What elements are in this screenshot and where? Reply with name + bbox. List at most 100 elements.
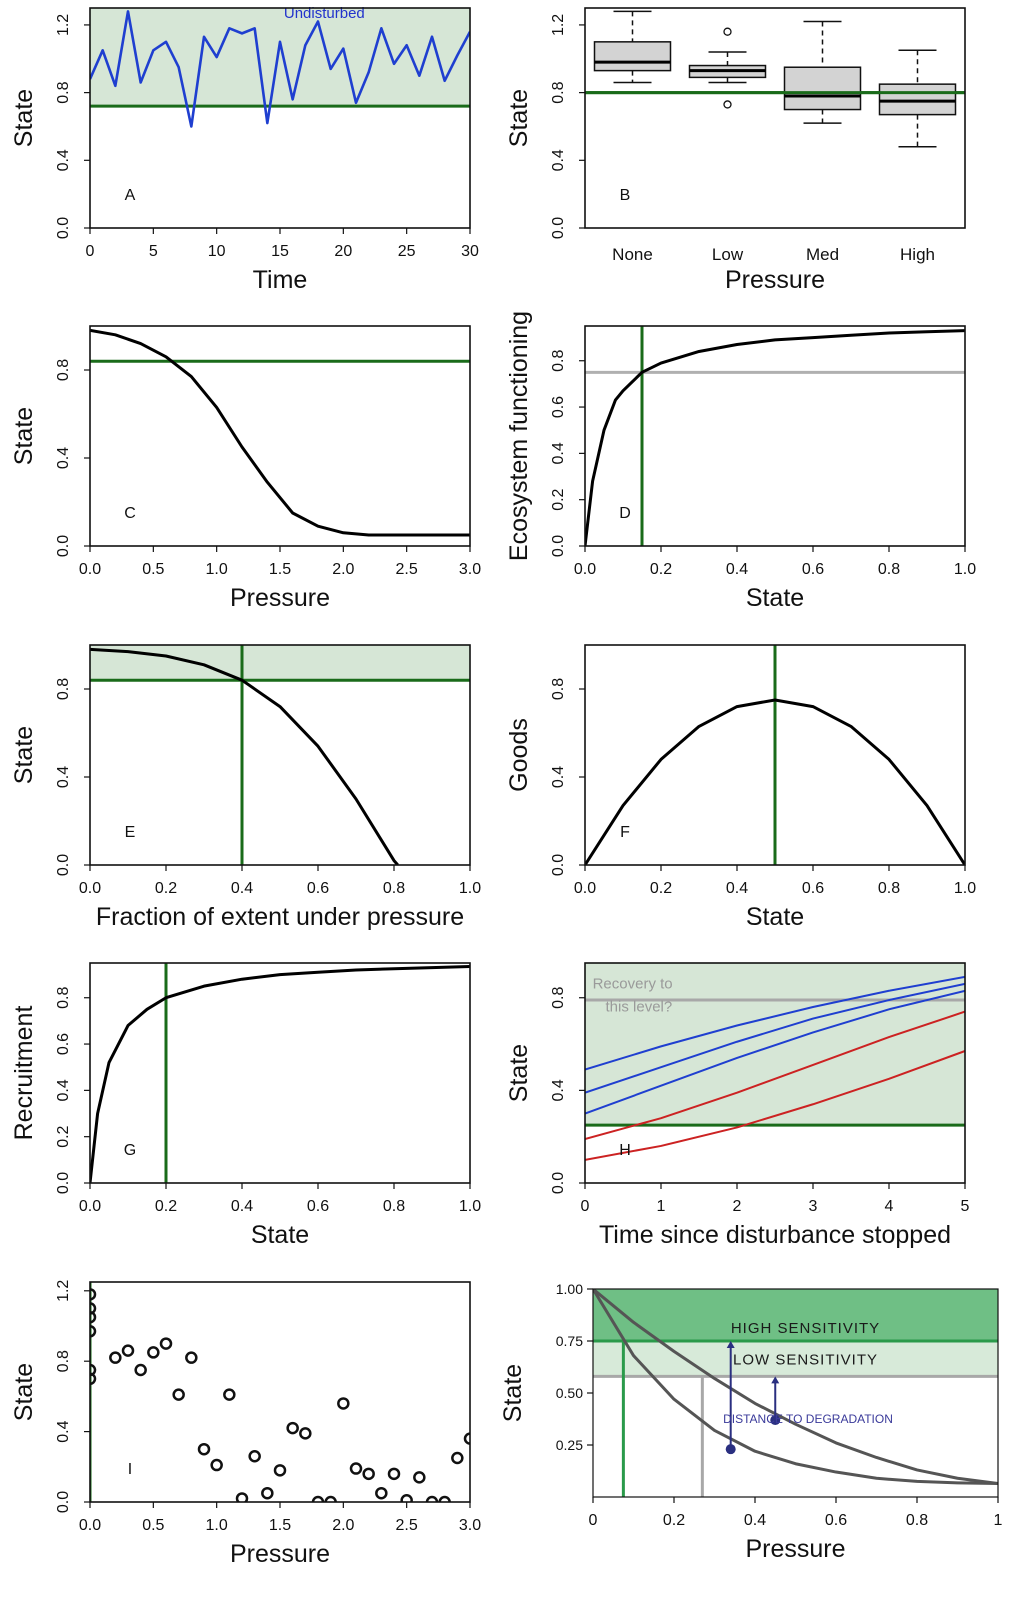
sensitivity-band xyxy=(593,1341,998,1377)
y-tick-label: 0.6 xyxy=(55,1033,72,1055)
x-tick-label: 5 xyxy=(961,1198,970,1215)
y-tick-label: 0.25 xyxy=(556,1437,583,1453)
x-tick-label: 25 xyxy=(398,243,416,260)
scatter-point xyxy=(235,1492,249,1502)
scatter-point xyxy=(197,1442,211,1456)
scatter-point xyxy=(159,1337,173,1350)
y-tick-label: 0.8 xyxy=(550,678,567,700)
x-tick-label: 3.0 xyxy=(459,1517,481,1534)
panel-i: I 0.0 0.5 1.0 1.5 2.0 2.5 3.0 0.0 0.4 0.8 1.2 Pressu… xyxy=(10,1280,481,1568)
x-tick-label: None xyxy=(612,245,653,264)
annotation-text: Recovery to xyxy=(593,975,673,992)
y-tick-label: 0.50 xyxy=(556,1385,583,1401)
series-line xyxy=(90,10,470,128)
scatter-point xyxy=(387,1467,401,1481)
x-tick-label: 0.8 xyxy=(383,880,405,897)
plot-area xyxy=(585,645,965,865)
panel-letter: B xyxy=(620,187,631,204)
y-tick-label: 0.8 xyxy=(55,1350,72,1372)
y-tick-label: 0.0 xyxy=(55,1172,72,1194)
x-axis-title: Pressure xyxy=(230,1540,330,1568)
x-axis-title: State xyxy=(251,1221,309,1249)
scatter-point xyxy=(337,1397,350,1410)
x-tick-label: 1.0 xyxy=(954,880,976,897)
x-tick-label: 0.2 xyxy=(155,880,177,897)
x-tick-label: 1.0 xyxy=(206,1517,228,1534)
y-tick-label: 0.0 xyxy=(550,1172,567,1194)
scatter-point xyxy=(90,1302,97,1315)
x-tick-label: 1.0 xyxy=(954,561,976,578)
y-axis-title: State xyxy=(10,726,38,784)
plot-area xyxy=(90,1282,470,1502)
series-line xyxy=(593,1289,998,1485)
plot-area xyxy=(90,328,470,537)
y-tick-label: 0.8 xyxy=(55,359,72,381)
band-label: LOW SENSITIVITY xyxy=(733,1352,878,1369)
x-tick-label: 0.5 xyxy=(142,561,164,578)
y-axis-title: State xyxy=(10,407,38,465)
y-tick-label: 1.00 xyxy=(556,1281,583,1297)
y-tick-label: 0.4 xyxy=(55,1079,72,1101)
state-marker xyxy=(725,1444,736,1455)
x-tick-label: 0.0 xyxy=(79,1517,101,1534)
outlier-point xyxy=(723,100,732,109)
x-axis-title: State xyxy=(746,903,804,931)
scatter-point xyxy=(261,1486,274,1500)
x-tick-label: 2 xyxy=(733,1198,742,1215)
x-tick-label: 0.0 xyxy=(79,561,101,578)
scatter-point xyxy=(90,1288,97,1301)
panel-letter: F xyxy=(620,824,630,841)
y-tick-label: 1.2 xyxy=(550,14,567,36)
x-tick-label: 0.4 xyxy=(231,880,253,897)
y-tick-label: 0.4 xyxy=(550,766,567,788)
panel-c: C 0.0 0.5 1.0 1.5 2.0 2.5 3.0 0.0 0.4 0.8 Pressure S… xyxy=(10,325,481,612)
y-tick-label: 0.0 xyxy=(55,1491,72,1513)
series-line xyxy=(585,975,965,1071)
x-tick-label: 0.2 xyxy=(663,1512,685,1529)
x-tick-label: High xyxy=(900,245,935,264)
distance-label: DISTANCE TO DEGRADATION xyxy=(723,1412,893,1426)
shaded-region xyxy=(90,8,470,107)
y-tick-label: 1.2 xyxy=(55,1280,72,1302)
series-line xyxy=(585,698,965,865)
series-line xyxy=(593,1289,998,1485)
x-tick-label: 0.4 xyxy=(744,1512,766,1529)
box xyxy=(783,66,862,111)
x-tick-label: 1.0 xyxy=(459,880,481,897)
arrow-head xyxy=(771,1376,780,1384)
panel-e: E 0.0 0.2 0.4 0.6 0.8 1.0 0.0 0.4 0.8 Fraction of … xyxy=(10,644,481,931)
x-axis-title: Time xyxy=(253,266,308,294)
plot-frame xyxy=(584,325,966,547)
scatter-point xyxy=(134,1363,147,1377)
scatter-point xyxy=(349,1462,363,1475)
outlier-point xyxy=(723,27,732,36)
panel-letter: E xyxy=(125,824,136,841)
x-axis-title: Time since disturbance stopped xyxy=(599,1221,951,1249)
panel-letter: C xyxy=(124,505,136,522)
y-tick-label: 0.4 xyxy=(550,149,567,171)
x-tick-label: 1 xyxy=(657,1198,666,1215)
box xyxy=(878,83,957,116)
arrow-head xyxy=(726,1341,735,1348)
scatter-point xyxy=(248,1449,261,1463)
scatter-point xyxy=(210,1458,223,1472)
panel-h: Recovery to this level? H 0 1 2 3 4 5 0.0 0.4 0.8 Ti… xyxy=(505,962,970,1249)
state-marker xyxy=(770,1415,781,1426)
x-tick-label: 20 xyxy=(334,243,352,260)
y-tick-label: 0.8 xyxy=(550,350,567,372)
x-tick-label: 2.0 xyxy=(332,1517,354,1534)
x-axis-title: Pressure xyxy=(725,266,825,294)
scatter-point xyxy=(147,1346,160,1359)
panel-a: Undisturbed A 0 5 10 15 20 25 30 0.0 0.4 0.8 1.2 Time… xyxy=(10,5,479,294)
scatter-point xyxy=(311,1495,325,1502)
x-tick-label: 1.5 xyxy=(269,1517,291,1534)
x-axis-title: Fraction of extent under pressure xyxy=(96,903,464,931)
plot-frame xyxy=(89,1281,471,1503)
series-line xyxy=(90,328,470,537)
box xyxy=(593,41,672,72)
x-tick-label: 1 xyxy=(994,1512,1003,1529)
x-tick-label: Med xyxy=(806,245,839,264)
x-tick-label: 4 xyxy=(885,1198,894,1215)
scatter-point xyxy=(273,1464,287,1477)
